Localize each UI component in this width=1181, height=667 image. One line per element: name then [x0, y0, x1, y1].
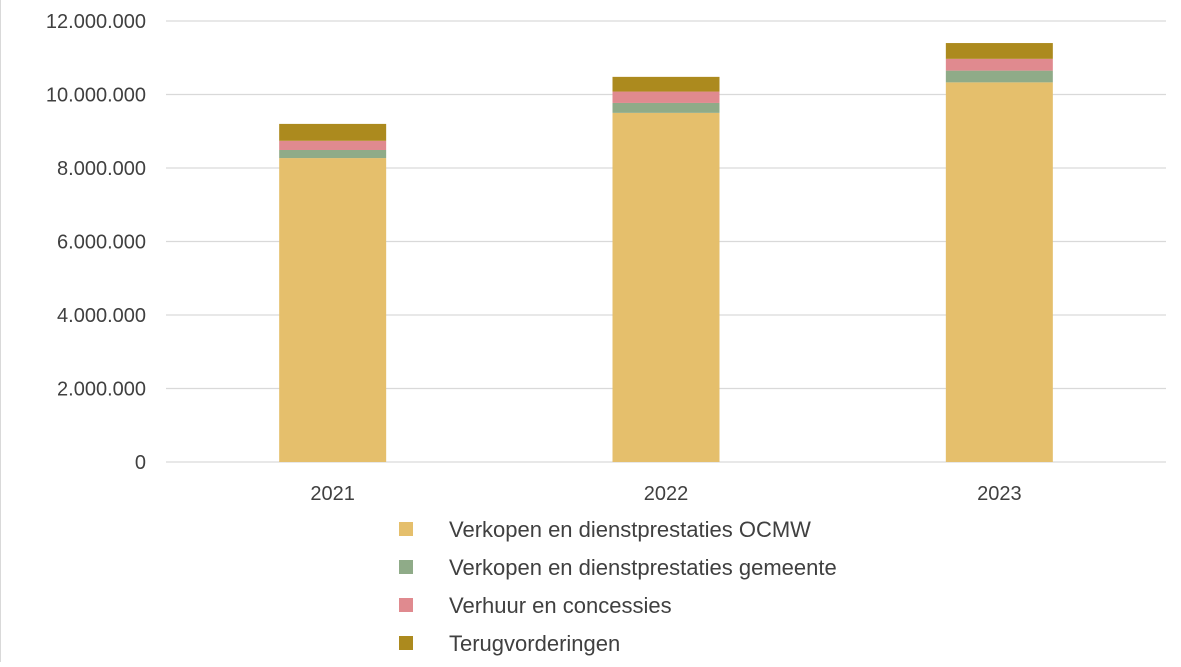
- bar-segment: [612, 91, 720, 103]
- bar-segment: [612, 102, 720, 113]
- legend-swatch: [399, 522, 413, 536]
- y-tick-label: 6.000.000: [57, 232, 146, 254]
- x-category-label: 2023: [977, 483, 1022, 505]
- legend: Verkopen en dienstprestaties OCMW Verkope…: [399, 517, 837, 656]
- y-tick-label: 8.000.000: [57, 158, 146, 180]
- legend-swatch: [399, 636, 413, 650]
- y-tick-label: 0: [135, 452, 146, 474]
- x-axis-category-labels: 2021 2022 2023: [310, 483, 1021, 505]
- bar-segment: [279, 123, 387, 141]
- y-axis-tick-labels: 0 2.000.000 4.000.000 6.000.000 8.000.000 10.…: [46, 11, 146, 474]
- bar-segment: [945, 43, 1053, 59]
- legend-label: Terugvorderingen: [449, 631, 620, 656]
- bar-segment: [612, 76, 720, 92]
- bars: [279, 43, 1053, 462]
- bar-segment: [612, 112, 720, 462]
- x-category-label: 2021: [310, 483, 355, 505]
- bar-segment: [945, 70, 1053, 83]
- legend-label: Verkopen en dienstprestaties gemeente: [449, 555, 837, 580]
- legend-label: Verkopen en dienstprestaties OCMW: [449, 517, 811, 542]
- x-category-label: 2022: [644, 483, 689, 505]
- y-tick-label: 4.000.000: [57, 305, 146, 327]
- bar-segment: [279, 149, 387, 159]
- bar-segment: [279, 158, 387, 462]
- legend-swatch: [399, 560, 413, 574]
- bar-segment: [945, 82, 1053, 462]
- y-tick-label: 2.000.000: [57, 379, 146, 401]
- y-tick-label: 10.000.000: [46, 85, 146, 107]
- y-tick-label: 12.000.000: [46, 11, 146, 33]
- legend-label: Verhuur en concessies: [449, 593, 672, 618]
- bar-segment: [945, 58, 1053, 71]
- legend-swatch: [399, 598, 413, 612]
- bar-segment: [279, 140, 387, 150]
